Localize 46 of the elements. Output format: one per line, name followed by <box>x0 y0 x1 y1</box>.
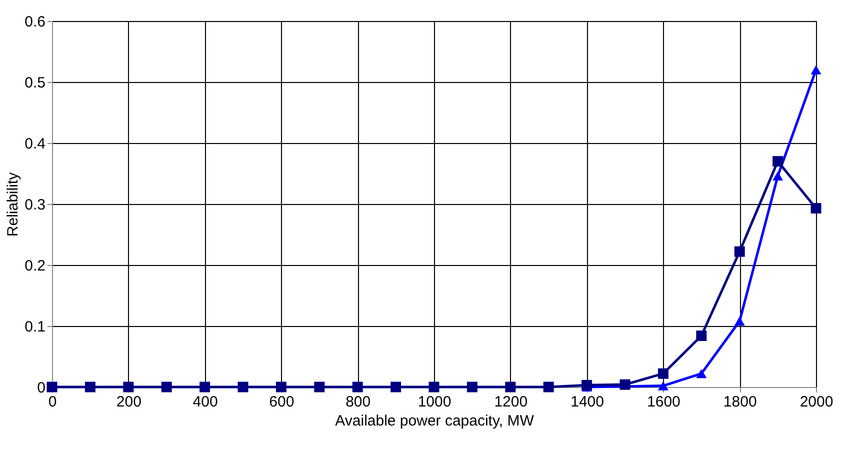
y-tick-label: 0.5 <box>24 74 46 92</box>
y-tick-label: 0.2 <box>24 258 46 274</box>
point <box>620 379 630 390</box>
x-tick-label: 800 <box>346 394 371 410</box>
x-tick-label: 1400 <box>570 394 604 410</box>
point <box>390 382 402 392</box>
x-tick-label: 1200 <box>494 394 528 410</box>
point <box>582 380 592 390</box>
point <box>505 382 516 392</box>
point <box>200 382 210 392</box>
point <box>466 382 478 392</box>
x-tick-label: 400 <box>192 394 218 410</box>
x-tick-label: 1800 <box>723 394 757 410</box>
x-tick-label: 0 <box>48 394 57 410</box>
y-axis-title: Reliability <box>4 172 22 237</box>
point <box>314 382 325 392</box>
y-tick-label: 0 <box>37 380 46 396</box>
y-tick-label: 0.6 <box>24 14 46 30</box>
point <box>658 381 668 390</box>
y-tick-label: 0.4 <box>24 136 46 152</box>
point <box>810 203 822 214</box>
x-axis-title: Available power capacity, MW <box>335 412 535 430</box>
point <box>734 246 745 257</box>
x-tick-label: 600 <box>269 394 294 410</box>
point <box>543 382 554 392</box>
point <box>46 382 58 392</box>
y-tick-label: 0.3 <box>24 196 46 214</box>
point <box>352 382 363 392</box>
x-tick-label: 200 <box>116 394 142 410</box>
point <box>696 330 707 342</box>
x-tick-label: 1000 <box>418 394 452 410</box>
x-tick-label: 1600 <box>647 394 680 410</box>
point <box>276 382 286 392</box>
point <box>696 369 707 378</box>
point <box>772 171 784 180</box>
point <box>428 382 440 392</box>
point <box>772 156 784 167</box>
point <box>810 65 822 74</box>
point <box>734 316 745 326</box>
point <box>238 382 248 392</box>
x-tick-label: 2000 <box>800 394 834 410</box>
y-tick-label: 0.1 <box>24 318 46 336</box>
point <box>84 382 96 392</box>
point <box>123 382 134 392</box>
point <box>658 368 668 379</box>
point <box>161 382 172 392</box>
